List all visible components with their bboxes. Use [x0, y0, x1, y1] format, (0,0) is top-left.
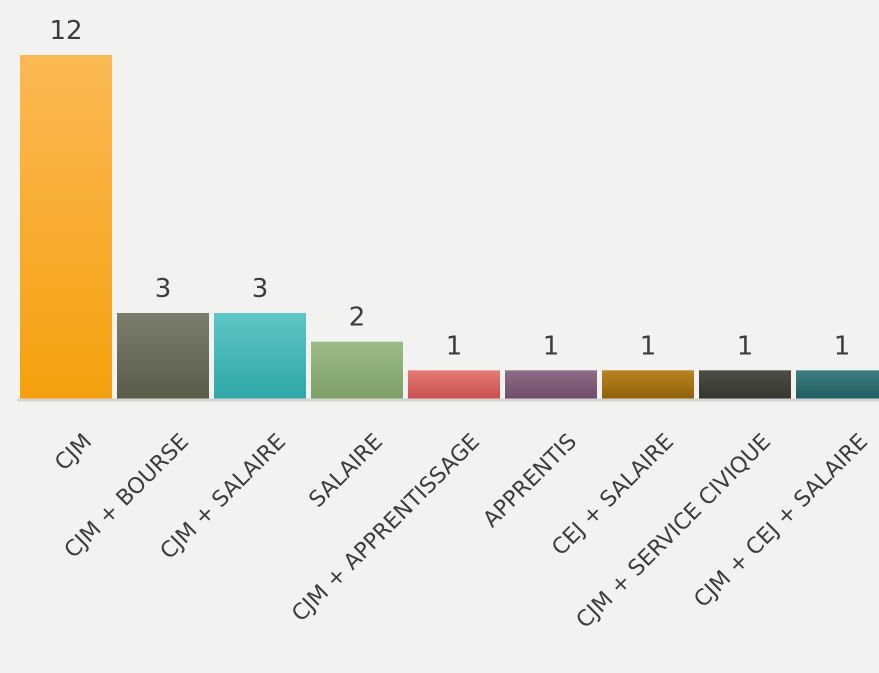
category-label-5: CJM + APPRENTISSAGE — [287, 429, 485, 627]
bar-6 — [505, 370, 597, 399]
value-label-5: 1 — [446, 331, 463, 361]
bar-1 — [20, 55, 112, 399]
bar-8 — [699, 370, 791, 399]
bar-7 — [602, 370, 694, 399]
value-labels: 12 3 3 2 1 1 1 1 1 — [49, 16, 850, 361]
category-label-4: SALAIRE — [305, 429, 388, 512]
value-label-3: 3 — [252, 274, 269, 304]
bar-2 — [117, 313, 209, 399]
value-label-6: 1 — [543, 331, 560, 361]
value-label-9: 1 — [834, 331, 851, 361]
bar-5 — [408, 370, 500, 399]
bar-3 — [214, 313, 306, 399]
category-label-6: APPRENTIS — [479, 429, 582, 532]
value-label-4: 2 — [349, 303, 366, 333]
category-label-1: CJM — [50, 429, 97, 476]
value-label-7: 1 — [640, 331, 657, 361]
value-label-8: 1 — [737, 331, 754, 361]
category-label-8: CJM + SERVICE CIVIQUE — [572, 429, 776, 633]
bars — [20, 55, 879, 399]
bar-4 — [311, 341, 403, 399]
category-label-9: CJM + CEJ + SALAIRE — [690, 429, 873, 612]
value-label-2: 3 — [155, 274, 172, 304]
value-label-1: 12 — [49, 16, 82, 46]
bar-9 — [796, 370, 879, 399]
